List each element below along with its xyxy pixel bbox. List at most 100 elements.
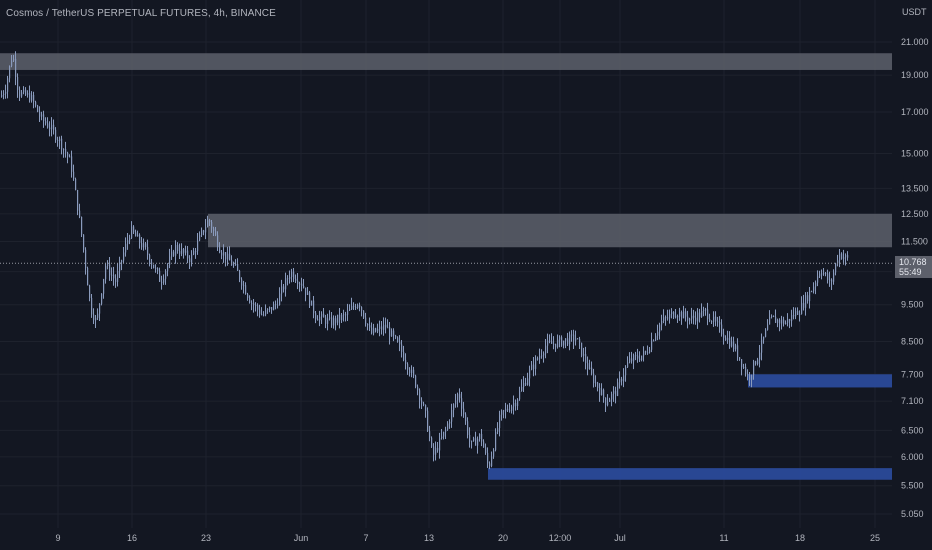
candle-body xyxy=(525,382,527,385)
candle-body xyxy=(77,190,79,211)
candle-body xyxy=(241,279,243,286)
candle-body xyxy=(79,210,81,217)
candle-body xyxy=(71,156,73,172)
candle-body xyxy=(797,311,799,315)
candle-body xyxy=(259,309,261,315)
candle-body xyxy=(475,438,477,446)
candle-body xyxy=(145,243,147,247)
candle-body xyxy=(121,260,123,262)
candle-body xyxy=(271,307,273,311)
candle-body xyxy=(563,340,565,346)
candle-body xyxy=(189,258,191,263)
candle-body xyxy=(477,438,479,446)
candle-body xyxy=(197,240,199,252)
candle-body xyxy=(149,254,151,263)
candle-body xyxy=(667,317,669,319)
candle-body xyxy=(339,314,341,321)
candle-body xyxy=(39,111,41,117)
candle-body xyxy=(429,431,431,438)
candle-body xyxy=(407,363,409,370)
candle-body xyxy=(725,337,727,341)
candle-body xyxy=(507,408,509,411)
candle-body xyxy=(639,358,641,360)
candle-body xyxy=(675,316,677,318)
candle-body xyxy=(379,326,381,329)
candle-body xyxy=(377,328,379,332)
candle-body xyxy=(601,389,603,396)
candle-body xyxy=(717,321,719,323)
candle-body xyxy=(353,305,355,307)
candle-body xyxy=(485,447,487,453)
candle-body xyxy=(597,382,599,388)
candle-body xyxy=(505,408,507,411)
candle-body xyxy=(225,252,227,260)
candle-body xyxy=(837,260,839,264)
candle-body xyxy=(221,252,223,256)
candle-body xyxy=(101,293,103,304)
candle-body xyxy=(635,355,637,357)
candle-body xyxy=(705,309,707,311)
candle-body xyxy=(661,320,663,325)
candle-body xyxy=(513,402,515,407)
y-tick-label: 21.000 xyxy=(901,37,929,47)
candle-body xyxy=(99,303,101,314)
candle-body xyxy=(589,367,591,370)
candle-body xyxy=(817,276,819,283)
candle-body xyxy=(317,319,319,321)
candle-body xyxy=(593,373,595,384)
candle-body xyxy=(69,156,71,158)
candle-body xyxy=(707,309,709,319)
candle-body xyxy=(75,178,77,191)
candle-body xyxy=(297,280,299,284)
candle-body xyxy=(587,363,589,370)
candle-body xyxy=(445,429,447,432)
candle-body xyxy=(43,114,45,121)
candle-body xyxy=(647,352,649,354)
x-tick-label: 12:00 xyxy=(549,533,572,543)
candle-body xyxy=(53,124,55,130)
candle-body xyxy=(309,292,311,306)
candle-body xyxy=(237,263,239,271)
candle-body xyxy=(413,369,415,376)
candle-body xyxy=(265,310,267,315)
candle-body xyxy=(277,304,279,306)
candle-body xyxy=(63,148,65,150)
candle-body xyxy=(841,253,843,259)
y-tick-label: 5.050 xyxy=(901,509,924,519)
candle-body xyxy=(773,315,775,317)
candle-body xyxy=(263,314,265,316)
candle-body xyxy=(503,410,505,412)
candle-body xyxy=(655,335,657,341)
candle-body xyxy=(653,340,655,342)
candle-body xyxy=(495,431,497,450)
candle-body xyxy=(47,123,49,128)
candle-body xyxy=(619,378,621,383)
candle-body xyxy=(417,386,419,391)
x-tick-label: 16 xyxy=(127,533,137,543)
candle-body xyxy=(723,334,725,338)
candle-body xyxy=(543,353,545,356)
candle-body xyxy=(129,237,131,241)
candle-body xyxy=(185,250,187,253)
x-tick-label: 23 xyxy=(201,533,211,543)
candle-body xyxy=(615,390,617,396)
candle-body xyxy=(843,257,845,259)
candle-body xyxy=(833,272,835,282)
y-tick-label: 19.000 xyxy=(901,70,929,80)
candle-body xyxy=(541,355,543,357)
candle-body xyxy=(233,264,235,266)
candle-body xyxy=(443,431,445,437)
candle-body xyxy=(5,91,7,94)
candle-body xyxy=(211,222,213,229)
candle-body xyxy=(253,303,255,306)
candle-body xyxy=(201,230,203,235)
candle-body xyxy=(821,273,823,275)
candle-body xyxy=(405,359,407,364)
candle-body xyxy=(763,336,765,340)
candle-body xyxy=(539,355,541,359)
candle-body xyxy=(111,274,113,276)
candle-body xyxy=(677,316,679,318)
candle-body xyxy=(147,246,149,255)
